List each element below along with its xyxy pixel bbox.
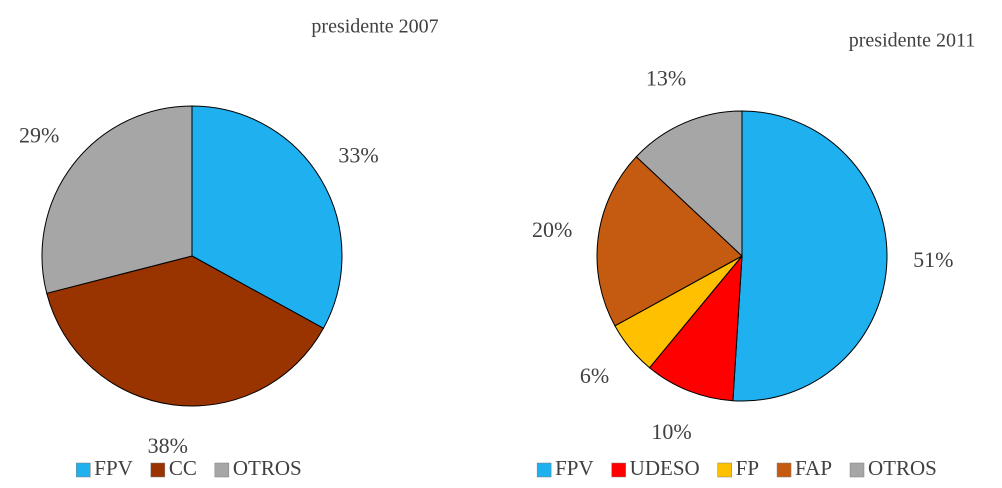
legend-swatch bbox=[150, 462, 166, 478]
legend-swatch bbox=[536, 462, 552, 478]
legend-label: UDESO bbox=[630, 456, 700, 480]
pie-slice bbox=[46, 255, 325, 407]
legend-label: OTROS bbox=[868, 456, 937, 480]
data-label: 51% bbox=[913, 247, 953, 272]
legend-label: FPV bbox=[555, 456, 594, 480]
data-label: 29% bbox=[19, 122, 59, 147]
legend-swatch bbox=[76, 462, 91, 478]
legend-swatch bbox=[214, 462, 230, 478]
pie-slice bbox=[732, 110, 888, 402]
data-label: 20% bbox=[532, 217, 572, 242]
data-label: 10% bbox=[651, 419, 691, 444]
legend-label: FPV bbox=[94, 456, 133, 480]
chart-title: presidente 2007 bbox=[311, 16, 438, 38]
pie-slice bbox=[648, 254, 743, 402]
legend-swatch bbox=[717, 462, 732, 478]
legend-label: OTROS bbox=[233, 456, 302, 480]
legend-label: FAP bbox=[795, 456, 832, 480]
pie-slice bbox=[41, 105, 193, 294]
data-label: 38% bbox=[148, 433, 188, 458]
pie-slice bbox=[596, 156, 743, 327]
legend-swatch bbox=[611, 462, 626, 478]
legend-label: FP bbox=[736, 456, 759, 480]
chart-title: presidente 2011 bbox=[849, 30, 975, 52]
pie-slice bbox=[635, 110, 743, 258]
data-label: 6% bbox=[580, 363, 609, 388]
legend-label: CC bbox=[169, 456, 197, 480]
data-label: 33% bbox=[338, 143, 378, 168]
pie-slice bbox=[191, 105, 343, 329]
data-label: 13% bbox=[646, 65, 686, 90]
legend-swatch bbox=[776, 462, 792, 478]
legend-swatch bbox=[849, 462, 865, 478]
